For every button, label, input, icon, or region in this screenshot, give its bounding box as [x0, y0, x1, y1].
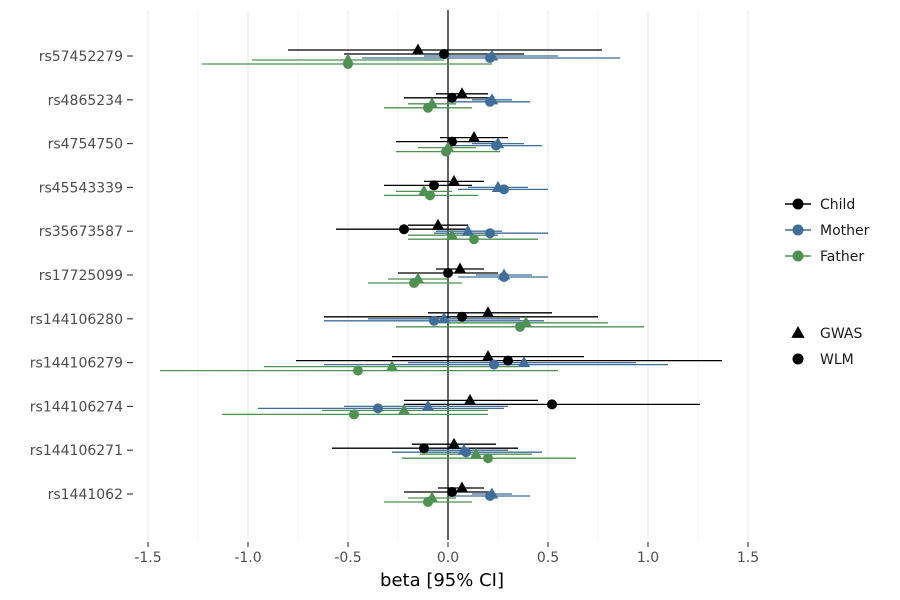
gwas-point: [467, 131, 481, 143]
wlm-point: [499, 272, 509, 282]
gwas-point: [397, 403, 411, 415]
gwas-point: [469, 447, 483, 459]
wlm-point: [485, 53, 495, 63]
wlm-point: [429, 180, 439, 191]
x-axis-title: beta [95% CI]: [380, 570, 504, 591]
x-tick-label: 0.0: [437, 550, 459, 566]
wlm-point: [485, 491, 495, 501]
wlm-point: [489, 359, 499, 370]
legend-label: Child: [820, 197, 855, 213]
wlm-point: [499, 184, 509, 195]
gwas-point: [447, 437, 461, 449]
legend-label: GWAS: [820, 326, 863, 342]
wlm-point: [461, 447, 471, 458]
wlm-point: [409, 278, 419, 288]
legend-label: Mother: [820, 223, 870, 239]
wlm-point: [373, 403, 383, 414]
wlm-point: [491, 140, 501, 151]
y-tick-label: rs1441062: [48, 487, 123, 503]
x-tick-label: -1.5: [134, 550, 161, 566]
legend-item-gwas: GWAS: [791, 326, 863, 342]
x-axis-ticks: -1.5 -1.0 -0.5 0.0 0.5 1.0 1.5: [134, 542, 759, 566]
gwas-point: [447, 174, 461, 186]
wlm-point: [423, 497, 433, 507]
y-tick-label: rs144106271: [30, 443, 123, 459]
gwas-point: [455, 87, 469, 99]
wlm-point: [429, 315, 439, 326]
legend-key-triangle: [791, 326, 805, 338]
gwas-point: [437, 312, 451, 324]
legend-key-point: [792, 198, 804, 210]
wlm-point: [469, 234, 479, 245]
wlm-point: [419, 443, 429, 454]
gwas-point: [431, 218, 445, 230]
gwas-point: [461, 224, 475, 236]
gwas-point: [463, 393, 477, 405]
legend-label: Father: [820, 249, 864, 265]
gwas-point: [385, 360, 399, 372]
wlm-point: [443, 268, 453, 278]
legend: Child Mother Father GWAS WLM: [785, 197, 870, 368]
legend-key-point: [792, 224, 804, 236]
wlm-point: [439, 49, 449, 59]
x-tick-label: -1.0: [234, 550, 261, 566]
wlm-point: [515, 321, 525, 332]
gwas-point: [481, 306, 495, 318]
wlm-point: [441, 146, 451, 157]
legend-item-wlm: WLM: [792, 352, 854, 368]
y-tick-label: rs57452279: [39, 49, 123, 65]
confidence-intervals: [160, 49, 722, 503]
wlm-point: [485, 228, 495, 239]
legend-item-child: Child: [785, 197, 855, 213]
y-tick-label: rs144106280: [30, 312, 123, 328]
gwas-point: [455, 481, 469, 493]
gwas-point: [481, 350, 495, 362]
wlm-point: [547, 399, 557, 410]
wlm-point: [485, 96, 495, 107]
y-tick-label: rs144106274: [30, 399, 123, 415]
wlm-point: [343, 59, 353, 69]
gwas-point: [421, 399, 435, 411]
y-tick-label: rs144106279: [30, 356, 123, 372]
legend-key-point: [792, 250, 804, 262]
wlm-point: [483, 453, 493, 464]
gwas-point: [453, 262, 467, 274]
gwas-point: [445, 228, 459, 240]
y-tick-label: rs35673587: [39, 224, 123, 240]
gwas-point: [517, 356, 531, 368]
legend-label: WLM: [820, 352, 854, 368]
x-tick-label: -0.5: [334, 550, 361, 566]
point-estimates: [341, 43, 557, 507]
wlm-point: [457, 311, 467, 322]
wlm-point: [503, 355, 513, 366]
legend-key-circle: [792, 353, 804, 365]
legend-item-father: Father: [785, 249, 864, 265]
wlm-point: [447, 487, 457, 497]
y-tick-label: rs4754750: [48, 137, 123, 153]
legend-item-mother: Mother: [785, 223, 870, 239]
gwas-point: [411, 43, 425, 55]
x-tick-label: 0.5: [537, 550, 559, 566]
wlm-point: [423, 102, 433, 113]
wlm-point: [353, 365, 363, 376]
wlm-point: [447, 92, 457, 103]
y-tick-label: rs45543339: [39, 180, 123, 196]
y-axis-ticks: rs57452279 rs4865234 rs4754750 rs45543339 rs…: [30, 49, 133, 503]
x-tick-label: 1.0: [637, 550, 659, 566]
wlm-point: [425, 190, 435, 201]
wlm-point: [349, 409, 359, 420]
x-tick-label: 1.5: [737, 550, 759, 566]
wlm-point: [399, 224, 409, 235]
y-tick-label: rs17725099: [39, 268, 123, 284]
y-tick-label: rs4865234: [48, 93, 123, 109]
grid: [147, 10, 749, 540]
